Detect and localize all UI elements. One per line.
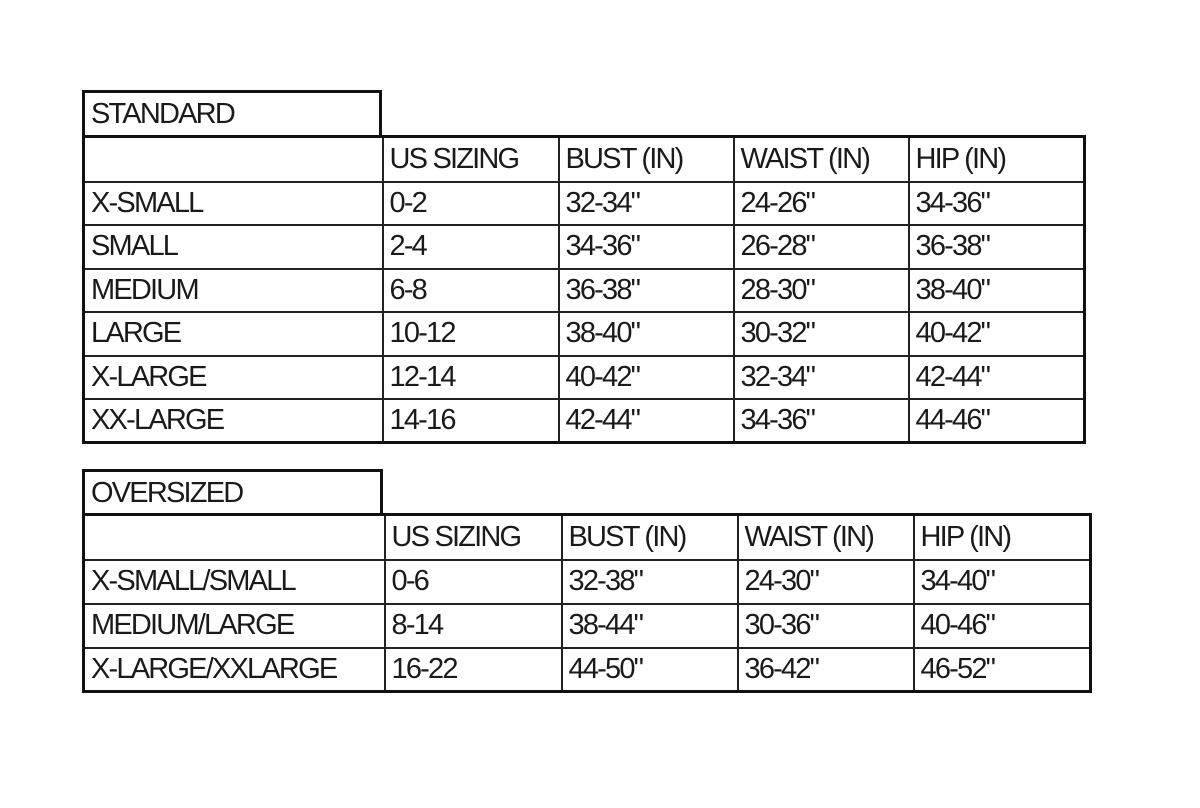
table-row: MEDIUM 6-8 36-38" 28-30" 38-40" — [82, 267, 1086, 313]
table-cell: 8-14 — [383, 602, 563, 649]
table-cell: 34-36" — [732, 398, 910, 444]
table-cell: 42-44" — [907, 354, 1086, 400]
table-cell: SMALL — [82, 224, 384, 270]
column-header: HIP (IN) — [907, 135, 1086, 183]
header-row: US SIZING BUST (IN) WAIST (IN) HIP (IN) — [82, 513, 1092, 561]
table-cell: 28-30" — [732, 267, 910, 313]
table-cell: 6-8 — [381, 267, 560, 313]
column-header: BUST (IN) — [560, 513, 739, 561]
table-cell: 34-36" — [907, 180, 1086, 226]
column-header — [82, 135, 384, 183]
table-cell: 16-22 — [383, 646, 563, 693]
standard-size-table: US SIZING BUST (IN) WAIST (IN) HIP (IN) X-SM… — [82, 135, 1086, 444]
column-header: US SIZING — [381, 135, 560, 183]
table-cell: 38-40" — [557, 311, 735, 357]
table-cell: 34-36" — [557, 224, 735, 270]
table-cell: 32-34" — [732, 354, 910, 400]
table-cell: XX-LARGE — [82, 398, 384, 444]
table-cell: X-LARGE — [82, 354, 384, 400]
table-cell: 12-14 — [381, 354, 560, 400]
table-cell: 0-2 — [381, 180, 560, 226]
table-cell: 30-32" — [732, 311, 910, 357]
column-header: WAIST (IN) — [736, 513, 915, 561]
table-row: X-SMALL/SMALL 0-6 32-38" 24-30" 34-40" — [82, 558, 1092, 605]
table-row: X-LARGE/XXLARGE 16-22 44-50" 36-42" 46-52" — [82, 646, 1092, 693]
table-cell: X-SMALL — [82, 180, 384, 226]
table-cell: 40-42" — [557, 354, 735, 400]
table-cell: X-SMALL/SMALL — [82, 558, 386, 605]
table-cell: 38-40" — [907, 267, 1086, 313]
table-cell: 32-34" — [557, 180, 735, 226]
table-cell: 34-40" — [912, 558, 1092, 605]
table-cell: 36-38" — [557, 267, 735, 313]
column-header: US SIZING — [383, 513, 563, 561]
oversized-table-title: OVERSIZED — [82, 469, 383, 514]
table-cell: MEDIUM/LARGE — [82, 602, 386, 649]
table-cell: 24-26" — [732, 180, 910, 226]
table-cell: 40-42" — [907, 311, 1086, 357]
column-header: WAIST (IN) — [732, 135, 910, 183]
table-cell: 46-52" — [912, 646, 1092, 693]
standard-table-title: STANDARD — [82, 90, 382, 136]
table-cell: 44-50" — [560, 646, 739, 693]
title-text: OVERSIZED — [91, 476, 244, 509]
title-text: STANDARD — [91, 98, 236, 130]
table-row: XX-LARGE 14-16 42-44" 34-36" 44-46" — [82, 398, 1086, 444]
table-cell: LARGE — [82, 311, 384, 357]
table-cell: 26-28" — [732, 224, 910, 270]
column-header — [82, 513, 386, 561]
table-cell: 40-46" — [912, 602, 1092, 649]
table-cell: 36-42" — [736, 646, 915, 693]
table-cell: 38-44" — [560, 602, 739, 649]
table-cell: 44-46" — [907, 398, 1086, 444]
table-cell: MEDIUM — [82, 267, 384, 313]
table-cell: 14-16 — [381, 398, 560, 444]
table-row: LARGE 10-12 38-40" 30-32" 40-42" — [82, 311, 1086, 357]
table-cell: 30-36" — [736, 602, 915, 649]
table-cell: 24-30" — [736, 558, 915, 605]
oversized-size-table: US SIZING BUST (IN) WAIST (IN) HIP (IN) X-SM… — [82, 513, 1092, 693]
table-cell: 36-38" — [907, 224, 1086, 270]
table-cell: 42-44" — [557, 398, 735, 444]
table-row: X-LARGE 12-14 40-42" 32-34" 42-44" — [82, 354, 1086, 400]
table-row: X-SMALL 0-2 32-34" 24-26" 34-36" — [82, 180, 1086, 226]
table-cell: X-LARGE/XXLARGE — [82, 646, 386, 693]
table-cell: 32-38" — [560, 558, 739, 605]
table-cell: 10-12 — [381, 311, 560, 357]
column-header: HIP (IN) — [912, 513, 1092, 561]
header-row: US SIZING BUST (IN) WAIST (IN) HIP (IN) — [82, 135, 1086, 183]
table-cell: 2-4 — [381, 224, 560, 270]
table-row: SMALL 2-4 34-36" 26-28" 36-38" — [82, 224, 1086, 270]
table-cell: 0-6 — [383, 558, 563, 605]
column-header: BUST (IN) — [557, 135, 735, 183]
table-row: MEDIUM/LARGE 8-14 38-44" 30-36" 40-46" — [82, 602, 1092, 649]
